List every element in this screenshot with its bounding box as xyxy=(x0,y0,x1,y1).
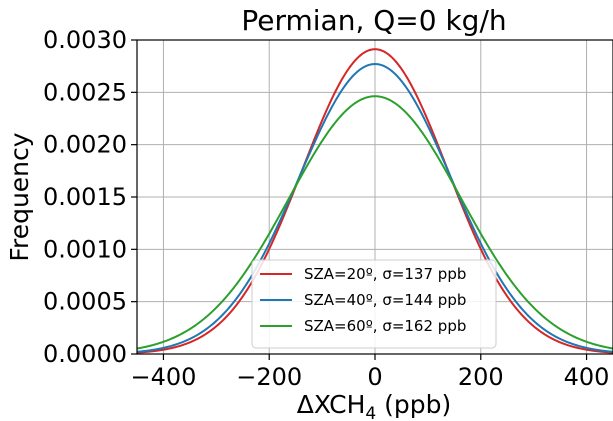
x-tick-label: 0 xyxy=(367,363,382,391)
y-tick-label: 0.0015 xyxy=(43,183,127,211)
series-line-3 xyxy=(136,95,613,350)
x-axis-label-main: ΔXCH xyxy=(297,390,366,419)
x-tick-label: −400 xyxy=(130,363,196,391)
y-tick-label: 0.0010 xyxy=(43,235,127,263)
lines-layer xyxy=(136,48,613,354)
legend-item-3: SZA=60º, σ=162 ppb xyxy=(260,317,466,335)
legend-label: SZA=20º, σ=137 ppb xyxy=(304,265,466,283)
x-tick-label: 400 xyxy=(564,363,610,391)
chart-title: Permian, Q=0 kg/h xyxy=(241,4,506,37)
tick-labels-layer: −400 −200 0 200 400 0.0000 0.0005 0.0010 0.0015 0… xyxy=(43,26,609,391)
x-tick-label: −200 xyxy=(236,363,302,391)
legend: SZA=20º, σ=137 ppb SZA=40º, σ=144 ppb SZA=… xyxy=(251,259,497,349)
x-axis-label-unit: (ppb) xyxy=(376,390,451,419)
y-tick-label: 0.0000 xyxy=(43,340,127,368)
x-tick-label: 200 xyxy=(458,363,504,391)
series-line-1 xyxy=(136,48,613,354)
ticks-layer xyxy=(131,39,588,360)
legend-label: SZA=40º, σ=144 ppb xyxy=(304,291,466,309)
y-tick-label: 0.0030 xyxy=(43,26,127,54)
y-tick-label: 0.0025 xyxy=(43,78,127,106)
series-line-2 xyxy=(136,63,613,353)
x-axis-label: ΔXCH4 (ppb) xyxy=(297,390,452,421)
y-tick-label: 0.0020 xyxy=(43,131,127,159)
legend-label: SZA=60º, σ=162 ppb xyxy=(304,317,466,335)
legend-item-1: SZA=20º, σ=137 ppb xyxy=(260,265,466,283)
legend-items: SZA=20º, σ=137 ppb SZA=40º, σ=144 ppb SZA=… xyxy=(260,265,466,335)
legend-item-2: SZA=40º, σ=144 ppb xyxy=(260,291,466,309)
y-axis-label: Frequency xyxy=(5,132,34,261)
y-tick-label: 0.0005 xyxy=(43,288,127,316)
legend-box xyxy=(251,259,497,349)
x-axis-label-subscript: 4 xyxy=(365,404,376,421)
